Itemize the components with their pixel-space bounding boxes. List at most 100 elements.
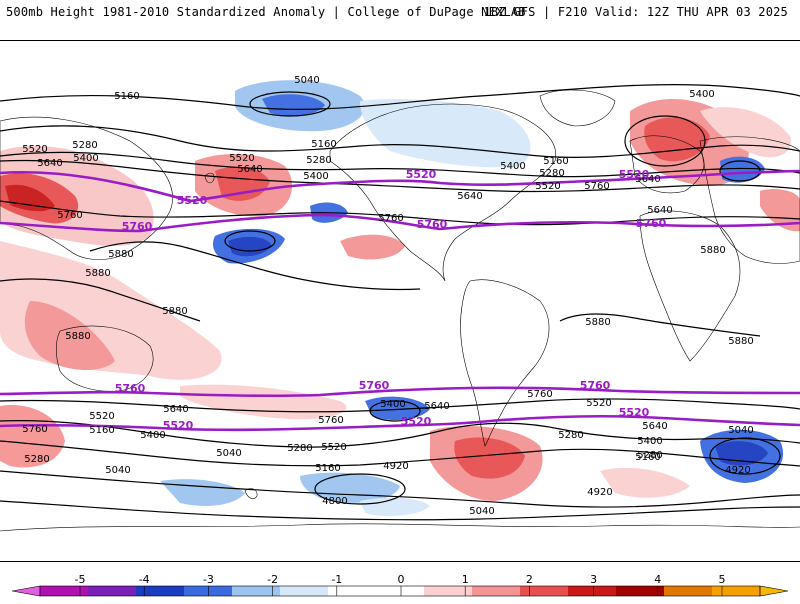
- model-run-info: 18Z GFS | F210 Valid: 12Z THU APR 03 202…: [483, 5, 788, 19]
- colorbar-tick-label: -3: [203, 573, 214, 586]
- contour-label-text: 5640: [647, 205, 672, 216]
- contour-label-text: 5640: [457, 191, 482, 202]
- highlight-contour-label: 5760: [636, 217, 667, 230]
- contour-label: 5640: [424, 401, 449, 412]
- contour-label-text: 5400: [140, 430, 165, 441]
- contour-label-text: 5640: [163, 404, 188, 415]
- colorbar-max-arrow: [759, 585, 789, 597]
- contour-label: 5280: [539, 168, 564, 179]
- contour-label-text: 5400: [500, 161, 525, 172]
- contour-label: 5760: [584, 181, 609, 192]
- highlight-contour-label: 5760: [115, 382, 146, 395]
- contour-label: 5280: [558, 430, 583, 441]
- contour-label-text: 5880: [585, 317, 610, 328]
- colorbar-swatch: [616, 586, 665, 596]
- highlight-contour-label: 5520: [619, 168, 650, 181]
- contour-label-text: 5040: [294, 75, 319, 86]
- contour-label-text: 5040: [105, 465, 130, 476]
- coast-north-america: [329, 103, 557, 282]
- colorbar-swatches: [11, 585, 789, 597]
- contour-label: 4920: [725, 465, 750, 476]
- contour-label-text: 5520: [229, 153, 254, 164]
- map-panel[interactable]: 5040 5160 5400 5280 5520 5400 5640 5520 5280 5160…: [0, 40, 800, 562]
- contour-label: 5880: [585, 317, 610, 328]
- coast-south-america: [460, 279, 550, 447]
- contour-label: 5040: [105, 465, 130, 476]
- colorbar-tick-label: 0: [398, 573, 405, 586]
- contour-label: 5520: [89, 411, 114, 422]
- contour-label: 5880: [85, 268, 110, 279]
- contour-label-text: 5400: [689, 89, 714, 100]
- purple-contours: [0, 169, 800, 432]
- colorbar-swatch: [232, 586, 281, 596]
- anomaly-colorbar: -5 -4 -3 -2 -1 0 1 2 3 4 5: [0, 570, 800, 600]
- colorbar-min-arrow: [11, 585, 41, 597]
- contour-label: 5880: [108, 249, 133, 260]
- contour-label-text: 5520: [22, 144, 47, 155]
- colorbar-swatch: [664, 586, 713, 596]
- contour-label: 5160: [114, 91, 139, 102]
- contour-label-text: 5640: [424, 401, 449, 412]
- coast-greenland: [539, 89, 616, 127]
- contour-label-text: 5760: [57, 210, 82, 221]
- contour-label: 5520: [22, 144, 47, 155]
- contour-label: 5280: [24, 454, 49, 465]
- contour-label: 5160: [635, 452, 660, 463]
- highlight-contour-label: 5760: [122, 220, 153, 233]
- contour-label-text: 4920: [587, 487, 612, 498]
- colorbar-swatch: [136, 586, 185, 596]
- anomaly-negative-strong: [262, 94, 325, 117]
- colorbar-tick-label: -5: [75, 573, 86, 586]
- contour-label-text: 5880: [65, 331, 90, 342]
- coast-europe: [629, 135, 705, 194]
- colorbar-swatch: [328, 586, 377, 596]
- contour-label: 4920: [383, 461, 408, 472]
- colorbar-tick-label: -1: [331, 573, 342, 586]
- colorbar-swatch: [712, 586, 761, 596]
- contour-label: 5280: [287, 443, 312, 454]
- highlighted-contour-labels: 5520 5520 5520 5760 5760 5760 5760 5760 5760 5520…: [115, 168, 667, 432]
- colorbar-tick-label: -2: [267, 573, 278, 586]
- contour-5760-north: [0, 213, 800, 233]
- contour-label-text: 5400: [637, 436, 662, 447]
- contour-label: 5760: [22, 424, 47, 435]
- contour-label: 5640: [237, 164, 262, 175]
- contour-label-text: 5640: [237, 164, 262, 175]
- contour-label: 5760: [527, 389, 552, 400]
- colorbar-swatch: [40, 586, 89, 596]
- contour-label: 5400: [637, 436, 662, 447]
- contour-label-text: 5160: [543, 156, 568, 167]
- anomaly-positive-strong: [215, 166, 270, 201]
- contour-label-text: 5640: [635, 174, 660, 185]
- contour-label: 5400: [689, 89, 714, 100]
- contour-label: 5040: [216, 448, 241, 459]
- contour-label-text: 5280: [558, 430, 583, 441]
- contour-label-text: 5040: [469, 506, 494, 517]
- highlight-contour-label: 5760: [417, 218, 448, 231]
- contour-label: 5640: [647, 205, 672, 216]
- colorbar-swatch: [568, 586, 617, 596]
- contour-5760-south: [0, 386, 800, 398]
- anomaly-positive: [600, 467, 690, 498]
- contour-label-text: 5400: [303, 171, 328, 182]
- contour-label-text: 5880: [85, 268, 110, 279]
- contour-label: 5160: [89, 425, 114, 436]
- contour-label-text: 5280: [637, 450, 662, 461]
- contour-label: 5760: [57, 210, 82, 221]
- anomaly-negative: [360, 497, 430, 517]
- contour-label-text: 5760: [22, 424, 47, 435]
- contour-label: 5040: [294, 75, 319, 86]
- anomaly-positive: [24, 301, 115, 371]
- contour-label: 5640: [635, 174, 660, 185]
- anomaly-negative: [160, 479, 245, 506]
- contour-label: 5160: [311, 139, 336, 150]
- contour-label-text: 5760: [527, 389, 552, 400]
- contour-label-text: 5160: [114, 91, 139, 102]
- colorbar-swatch: [88, 586, 137, 596]
- contour-label-text: 5880: [700, 245, 725, 256]
- contour-label-text: 4920: [725, 465, 750, 476]
- height-contours: [0, 84, 800, 521]
- contour-label: 5400: [303, 171, 328, 182]
